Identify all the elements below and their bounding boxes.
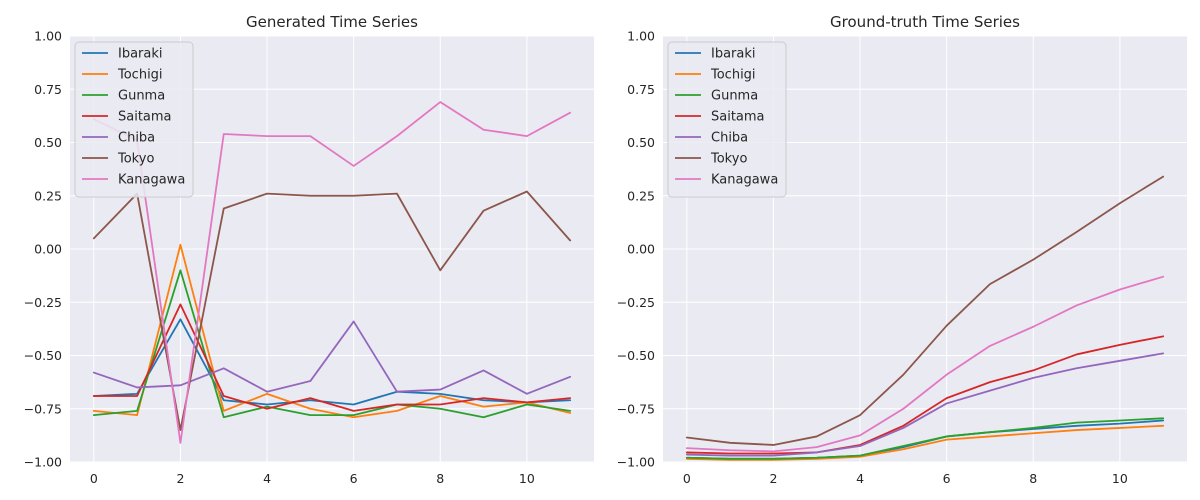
chart-panel-1: −1.00 −0.75 −0.50 −0.25 0.00 0.25 0.50 0.75 1.00…: [24, 13, 594, 486]
legend-label-saitama: Saitama: [711, 110, 765, 125]
legend-label-kanagawa: Kanagawa: [711, 173, 778, 188]
chart-panel-2: −1.00 −0.75 −0.50 −0.25 0.00 0.25 0.50 0.75 1.00…: [617, 13, 1187, 486]
series-line-kanagawa: [92, 101, 572, 444]
x-tick-label: 10: [519, 471, 535, 486]
series-line-gunma: [92, 269, 572, 419]
x-tick-label: 2: [176, 471, 184, 486]
series-line-kanagawa: [685, 275, 1165, 453]
y-tick-label: −1.00: [617, 455, 655, 470]
x-tick-label: 6: [350, 471, 358, 486]
x-tick-label: 8: [1029, 471, 1037, 486]
x-tick-label: 4: [856, 471, 864, 486]
gridlines: [663, 35, 1187, 463]
y-tick-label: −0.50: [24, 348, 62, 363]
legend-label-gunma: Gunma: [711, 89, 758, 104]
legend-label-tochigi: Tochigi: [117, 68, 163, 83]
y-tick-label: 0.00: [34, 242, 62, 257]
y-tick-label: 0.25: [34, 188, 62, 203]
chart-title: Generated Time Series: [246, 13, 418, 31]
series-line-tochigi: [685, 424, 1165, 461]
x-tick-label: 8: [436, 471, 444, 486]
chart-title: Ground-truth Time Series: [830, 13, 1020, 31]
legend-label-chiba: Chiba: [711, 131, 748, 146]
x-tick-label: 4: [263, 471, 271, 486]
legend-label-chiba: Chiba: [118, 131, 155, 146]
legend-label-tokyo: Tokyo: [117, 152, 154, 167]
series-line-gunma: [685, 417, 1165, 460]
legend-label-ibaraki: Ibaraki: [711, 47, 756, 62]
legend: Ibaraki Tochigi Gunma Saitama Chiba Tokyo Kana…: [667, 41, 787, 198]
y-tick-label: 0.00: [627, 242, 655, 257]
legend-label-ibaraki: Ibaraki: [118, 47, 163, 62]
y-tick-label: −0.25: [24, 295, 62, 310]
series-line-tokyo: [685, 175, 1165, 446]
legend-label-tokyo: Tokyo: [710, 152, 747, 167]
legend-label-saitama: Saitama: [118, 110, 172, 125]
y-tick-label: −0.75: [24, 401, 62, 416]
x-tick-label: 0: [683, 471, 691, 486]
y-tick-label: 0.50: [627, 135, 655, 150]
y-tick-label: 0.75: [627, 82, 655, 97]
legend-label-kanagawa: Kanagawa: [118, 173, 185, 188]
series-lines: [92, 101, 572, 444]
series-line-chiba: [685, 352, 1165, 457]
y-tick-label: −0.25: [617, 295, 655, 310]
y-tick-label: −0.75: [617, 401, 655, 416]
x-tick-label: 6: [943, 471, 951, 486]
y-tick-label: 0.50: [34, 135, 62, 150]
y-tick-label: 1.00: [627, 29, 655, 44]
series-line-tochigi: [92, 243, 572, 419]
series-line-saitama: [92, 303, 572, 412]
y-tick-label: 0.25: [627, 188, 655, 203]
y-tick-label: 1.00: [34, 29, 62, 44]
y-tick-label: −0.50: [617, 348, 655, 363]
y-tick-label: 0.75: [34, 82, 62, 97]
x-tick-label: 0: [90, 471, 98, 486]
series-line-ibaraki: [92, 318, 572, 406]
legend-label-tochigi: Tochigi: [710, 68, 756, 83]
y-tick-label: −1.00: [24, 455, 62, 470]
x-tick-label: 2: [769, 471, 777, 486]
x-tick-label: 10: [1112, 471, 1128, 486]
legend-label-gunma: Gunma: [118, 89, 165, 104]
series-lines: [685, 175, 1165, 461]
legend: Ibaraki Tochigi Gunma Saitama Chiba Tokyo Kana…: [74, 41, 194, 198]
series-line-saitama: [685, 335, 1165, 455]
